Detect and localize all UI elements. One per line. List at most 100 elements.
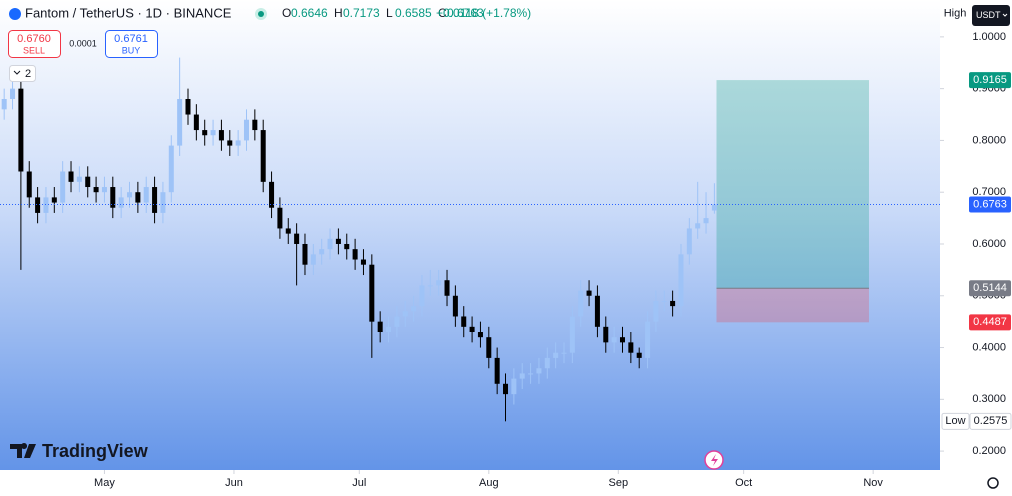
y-tick-label: 0.4000 bbox=[972, 341, 1006, 353]
currency: USDT bbox=[976, 10, 1001, 20]
legend-key: L bbox=[386, 6, 393, 20]
candle-body bbox=[695, 223, 701, 229]
candle-body bbox=[661, 300, 667, 302]
candle-body bbox=[419, 285, 425, 307]
change: +0.0118 (+1.78%) bbox=[436, 6, 531, 20]
legend-key: O bbox=[282, 6, 291, 20]
candle-body bbox=[503, 383, 509, 395]
indicator-toggle[interactable] bbox=[9, 65, 36, 82]
loss-zone bbox=[716, 288, 869, 323]
legend-value: 0.7173 bbox=[343, 6, 380, 20]
marks bbox=[0, 36, 944, 474]
buy-label: BUY bbox=[122, 45, 141, 55]
candle-body bbox=[35, 197, 41, 213]
candle-body bbox=[294, 233, 300, 244]
candle-body bbox=[177, 99, 183, 146]
x-tick-label: Oct bbox=[735, 477, 752, 489]
candle-body bbox=[60, 171, 66, 203]
currency-button[interactable] bbox=[972, 5, 1010, 26]
candle-body bbox=[411, 306, 417, 312]
candle-body bbox=[1, 99, 7, 110]
candle-body bbox=[494, 357, 500, 384]
candle-body bbox=[76, 176, 82, 182]
entry-label: 0.5144 bbox=[973, 282, 1007, 294]
candle-body bbox=[185, 99, 191, 115]
low-value: 0.2575 bbox=[974, 415, 1008, 427]
candle-body bbox=[218, 130, 224, 141]
high-chip bbox=[941, 5, 969, 22]
candle-body bbox=[152, 187, 158, 213]
candle-body bbox=[160, 192, 166, 213]
candle-body bbox=[711, 204, 717, 211]
currency-chevron bbox=[1002, 13, 1008, 17]
legend-value: 0.6763 bbox=[447, 6, 484, 20]
candle-body bbox=[302, 243, 308, 265]
buy-button[interactable] bbox=[105, 30, 158, 58]
candle-body bbox=[519, 373, 525, 379]
candle-body bbox=[210, 130, 216, 136]
candle-body bbox=[110, 187, 116, 208]
candle-body bbox=[594, 295, 600, 327]
candle-body bbox=[135, 192, 141, 203]
candle-body bbox=[85, 176, 91, 188]
candle-body bbox=[394, 316, 400, 327]
candle-body bbox=[536, 368, 542, 374]
candle-body bbox=[686, 228, 692, 255]
profit-zone bbox=[716, 80, 869, 289]
last-price-label: 0.6763 bbox=[973, 198, 1007, 210]
y-tick-label: 0.3000 bbox=[972, 393, 1006, 405]
high-chip-label: High bbox=[944, 7, 967, 19]
ohlc-legend: O 0.6646 H 0.7173 L 0.6585 C 0.6763 bbox=[282, 6, 484, 20]
candle-body bbox=[227, 140, 233, 146]
candle-body bbox=[377, 321, 383, 333]
candle-body bbox=[578, 290, 584, 317]
status-dot bbox=[258, 11, 264, 17]
candle-body bbox=[327, 238, 333, 250]
overlay: Fantom / TetherUS · 1D · BINANCE O 0.6646… bbox=[8, 5, 1012, 489]
logo: TradingView bbox=[42, 441, 149, 461]
entry-badge bbox=[969, 280, 1011, 297]
settings-icon[interactable] bbox=[987, 477, 999, 489]
candle-body bbox=[344, 243, 350, 250]
legend-value: 0.6646 bbox=[291, 6, 328, 20]
candle-body bbox=[118, 197, 124, 208]
time-axis bbox=[0, 470, 940, 496]
x-tick-label: Jul bbox=[352, 477, 366, 489]
stop-label: 0.4487 bbox=[973, 316, 1007, 328]
candle-body bbox=[544, 357, 550, 369]
candle-body bbox=[369, 264, 375, 322]
candle-body bbox=[93, 187, 99, 193]
candle-body bbox=[51, 197, 57, 203]
legend-key: C bbox=[438, 6, 447, 20]
candle-body bbox=[528, 373, 534, 375]
sell-button[interactable] bbox=[8, 30, 61, 58]
candle-body bbox=[670, 300, 676, 307]
stop-badge bbox=[969, 314, 1011, 331]
x-tick-label: Aug bbox=[479, 477, 499, 489]
candle-body bbox=[10, 88, 16, 100]
candle-body bbox=[561, 352, 567, 354]
candle-body bbox=[143, 187, 149, 203]
target-badge bbox=[969, 72, 1011, 89]
symbol-icon bbox=[9, 8, 21, 20]
legend-key: H bbox=[334, 6, 343, 20]
candle-body bbox=[277, 207, 283, 229]
candle-body bbox=[645, 321, 651, 358]
candle-body bbox=[628, 342, 634, 353]
target-label: 0.9165 bbox=[973, 74, 1007, 86]
candle-body bbox=[202, 130, 208, 136]
candle-body bbox=[43, 197, 49, 213]
candle-body bbox=[252, 119, 258, 131]
candle-body bbox=[168, 145, 174, 193]
x-tick-label: Sep bbox=[609, 477, 629, 489]
candle-body bbox=[319, 249, 325, 255]
candle-body bbox=[360, 259, 366, 265]
candle-body bbox=[436, 280, 442, 286]
candle-body bbox=[486, 337, 492, 358]
candle-body bbox=[461, 316, 467, 327]
candle-body bbox=[427, 285, 433, 287]
y-tick-label: 0.6000 bbox=[972, 238, 1006, 250]
last-price-badge bbox=[969, 196, 1011, 213]
candle-body bbox=[553, 352, 559, 358]
candle-body bbox=[703, 218, 709, 224]
